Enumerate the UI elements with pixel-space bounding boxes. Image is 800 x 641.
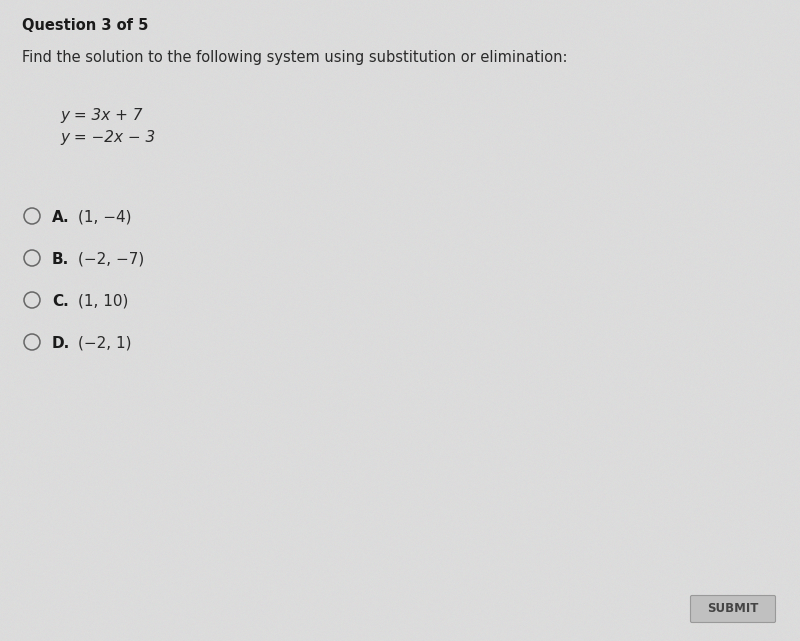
- Text: (1, 10): (1, 10): [78, 294, 128, 309]
- Text: SUBMIT: SUBMIT: [707, 603, 758, 615]
- Text: (1, −4): (1, −4): [78, 210, 131, 225]
- Text: y = −2x − 3: y = −2x − 3: [60, 130, 155, 145]
- Text: D.: D.: [52, 336, 70, 351]
- Text: B.: B.: [52, 252, 70, 267]
- FancyBboxPatch shape: [690, 595, 775, 622]
- Text: C.: C.: [52, 294, 69, 309]
- Text: Find the solution to the following system using substitution or elimination:: Find the solution to the following syste…: [22, 50, 567, 65]
- Text: Question 3 of 5: Question 3 of 5: [22, 18, 148, 33]
- Text: y = 3x + 7: y = 3x + 7: [60, 108, 142, 123]
- Text: (−2, 1): (−2, 1): [78, 336, 131, 351]
- Text: (−2, −7): (−2, −7): [78, 252, 144, 267]
- Text: A.: A.: [52, 210, 70, 225]
